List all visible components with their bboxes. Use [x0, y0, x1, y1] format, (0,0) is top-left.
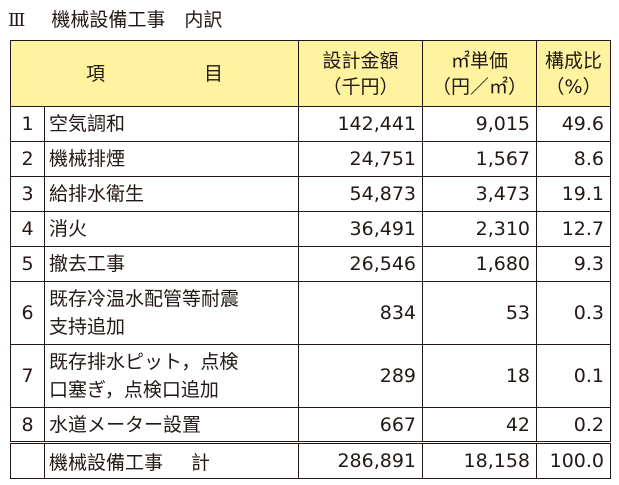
table-row: 7 既存排水ピット，点検 口塞ぎ，点検口追加 289 18 0.1 — [10, 344, 612, 408]
row-composition-ratio: 19.1 — [536, 176, 612, 212]
row-item-name: 消火 — [43, 211, 300, 247]
total-label: 機械設備工事計 — [43, 441, 300, 479]
section-number: Ⅲ — [8, 10, 26, 31]
row-design-cost: 26,546 — [298, 246, 424, 282]
row-design-cost: 289 — [298, 344, 424, 408]
row-design-cost: 54,873 — [298, 176, 424, 212]
row-composition-ratio: 49.6 — [536, 106, 612, 142]
header-composition-ratio: 構成比 （%） — [536, 40, 612, 107]
row-composition-ratio: 0.3 — [536, 281, 612, 345]
total-number-cell — [10, 441, 45, 479]
row-item-name: 給排水衛生 — [43, 176, 300, 212]
total-unit-price: 18,158 — [422, 441, 538, 479]
row-design-cost: 667 — [298, 407, 424, 443]
total-design-cost: 286,891 — [298, 441, 424, 479]
row-unit-price: 2,310 — [422, 211, 538, 247]
row-design-cost: 24,751 — [298, 141, 424, 177]
row-unit-price: 53 — [422, 281, 538, 345]
row-item-name: 水道メーター設置 — [43, 407, 300, 443]
header-item: 項 目 — [9, 40, 300, 107]
row-unit-price: 9,015 — [422, 106, 538, 142]
section-title-text: 機械設備工事 内訳 — [51, 9, 223, 31]
row-composition-ratio: 0.2 — [536, 407, 612, 443]
table-row: 3 給排水衛生 54,873 3,473 19.1 — [10, 176, 612, 212]
row-item-name: 既存排水ピット，点検 口塞ぎ，点検口追加 — [43, 344, 300, 408]
row-unit-price: 42 — [422, 407, 538, 443]
row-unit-price: 1,567 — [422, 141, 538, 177]
table-row: 1 空気調和 142,441 9,015 49.6 — [10, 106, 612, 142]
row-unit-price: 3,473 — [422, 176, 538, 212]
row-item-name: 既存冷温水配管等耐震 支持追加 — [43, 281, 300, 345]
row-design-cost: 834 — [298, 281, 424, 345]
row-item-name: 機械排煙 — [43, 141, 300, 177]
header-design-cost: 設計金額 （千円） — [298, 40, 424, 107]
row-design-cost: 142,441 — [298, 106, 424, 142]
table-row: 4 消火 36,491 2,310 12.7 — [10, 211, 612, 247]
row-number: 5 — [10, 246, 45, 282]
table-row: 5 撤去工事 26,546 1,680 9.3 — [10, 246, 612, 282]
table-row: 2 機械排煙 24,751 1,567 8.6 — [10, 141, 612, 177]
row-number: 8 — [10, 407, 45, 443]
row-unit-price: 18 — [422, 344, 538, 408]
row-number: 1 — [10, 106, 45, 142]
row-composition-ratio: 9.3 — [536, 246, 612, 282]
total-composition-ratio: 100.0 — [536, 441, 612, 479]
header-row: 項 目 設計金額 （千円） ㎡単価 （円／㎡） 構成比 （%） — [9, 40, 612, 107]
table-row: 8 水道メーター設置 667 42 0.2 — [10, 407, 612, 443]
total-row: 機械設備工事計 286,891 18,158 100.0 — [10, 441, 612, 479]
row-number: 2 — [10, 141, 45, 177]
row-item-name: 撤去工事 — [43, 246, 300, 282]
row-number: 7 — [10, 344, 45, 408]
row-number: 6 — [10, 281, 45, 345]
cost-breakdown-table: 項 目 設計金額 （千円） ㎡単価 （円／㎡） 構成比 （%） 1 空気調和 142,… — [9, 40, 612, 479]
row-item-name: 空気調和 — [43, 106, 300, 142]
section-title: Ⅲ 機械設備工事 内訳 — [8, 5, 222, 35]
row-composition-ratio: 12.7 — [536, 211, 612, 247]
row-number: 4 — [10, 211, 45, 247]
table-row: 6 既存冷温水配管等耐震 支持追加 834 53 0.3 — [10, 281, 612, 345]
row-number: 3 — [10, 176, 45, 212]
row-composition-ratio: 8.6 — [536, 141, 612, 177]
row-design-cost: 36,491 — [298, 211, 424, 247]
row-unit-price: 1,680 — [422, 246, 538, 282]
row-composition-ratio: 0.1 — [536, 344, 612, 408]
header-unit-price: ㎡単価 （円／㎡） — [422, 40, 538, 107]
